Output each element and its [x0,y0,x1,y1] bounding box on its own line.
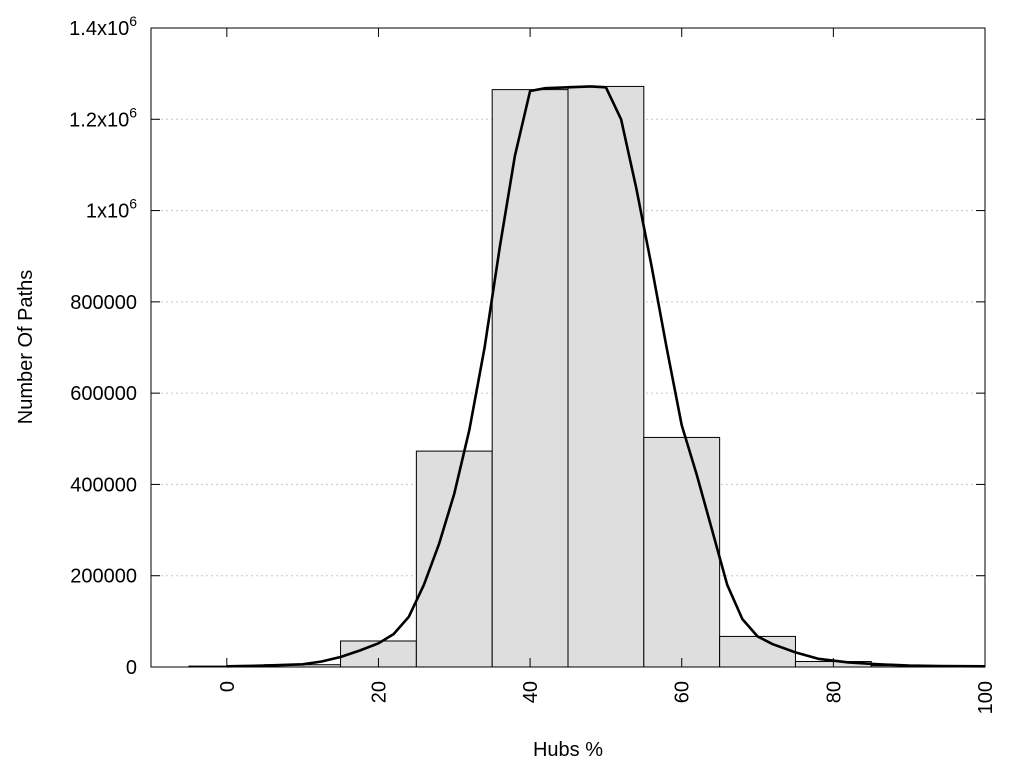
x-tick-label: 80 [823,681,845,703]
axis-ticks [151,27,986,668]
x-tick-label: 20 [368,681,390,703]
histogram-bar [643,436,721,668]
x-axis-label: Hubs % [533,739,603,761]
fit-curve [226,85,986,668]
x-tick-label: 0 [217,681,239,692]
histogram-bar [415,450,493,668]
histogram-bar [567,85,645,668]
y-tick-label: 600000 [70,383,137,405]
y-tick-label: 200000 [70,566,137,588]
y-axis-label: Number Of Paths [15,270,37,425]
y-tick-label: 1.4x106 [69,13,137,40]
histogram-bars [188,85,986,668]
plot-frame [150,27,986,668]
x-tick-label: 40 [520,681,542,703]
y-tick-label: 800000 [70,292,137,314]
histogram-bar [491,89,569,668]
y-tick-label: 1x106 [86,196,137,223]
x-tick-label: 60 [672,681,694,703]
y-tick-label: 0 [126,657,137,679]
y-tick-labels: 0 200000 400000 600000 800000 1x106 1.2x106 1.4… [69,13,137,679]
x-tick-label: 100 [975,681,997,714]
y-tick-label: 1.2x106 [69,104,137,131]
y-tick-label: 400000 [70,474,137,496]
x-tick-labels: 0 20 40 60 80 100 [217,681,997,714]
histogram-bar [719,635,796,668]
